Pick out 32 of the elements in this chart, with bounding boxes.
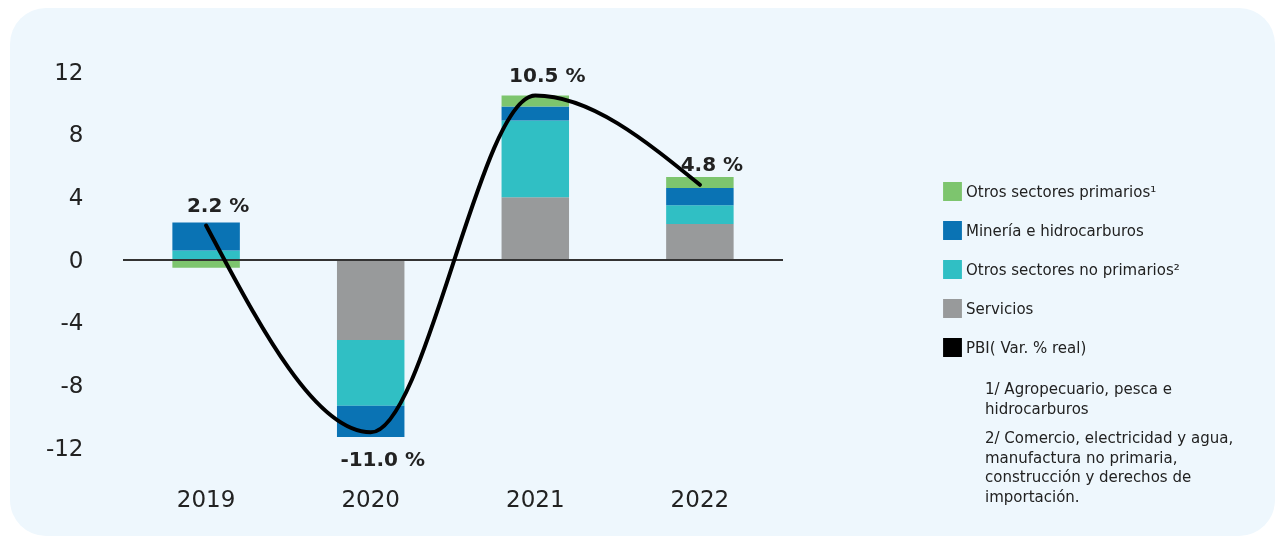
- data-label: 2.2 %: [186, 192, 250, 217]
- legend-label: PBI( Var. % real): [966, 338, 1087, 357]
- legend-label: Minería e hidrocarburos: [966, 221, 1144, 240]
- x-tick-label: 2021: [506, 485, 565, 512]
- bar: [336, 260, 405, 340]
- legend-label: Servicios: [966, 299, 1034, 318]
- y-tick-label: 0: [68, 246, 84, 273]
- y-tick-label: 8: [68, 121, 84, 148]
- x-tick-label: 2020: [341, 485, 400, 512]
- bar: [501, 106, 570, 121]
- bar: [666, 223, 734, 260]
- x-tick-label: 2022: [670, 485, 730, 512]
- bar: [666, 187, 734, 206]
- bar: [501, 197, 570, 260]
- legend-label: Otros sectores primarios¹: [966, 182, 1157, 201]
- text: 1/ Agropecuario, pesca e hidrocarburos: [985, 380, 1173, 419]
- y-tick-label: -4: [60, 309, 84, 336]
- data-label: -11.0 %: [340, 447, 426, 472]
- bar: [666, 205, 734, 224]
- y-tick-label: -8: [60, 371, 84, 398]
- y-tick-label: 4: [68, 183, 84, 210]
- bar: [172, 222, 240, 251]
- bar: [666, 176, 734, 188]
- x-tick-label: 2019: [176, 485, 236, 512]
- legend-label: Otros sectores no primarios²: [966, 260, 1180, 279]
- y-tick-label: 12: [54, 58, 84, 85]
- bar: [501, 120, 570, 198]
- bar: [336, 339, 405, 406]
- data-label: 4.8 %: [680, 151, 744, 176]
- y-tick-label: -12: [45, 434, 84, 461]
- text: 2/ Comercio, electricidad y agua, manufactura no primaria, construcción y derechos de importación.: [985, 429, 1235, 507]
- data-label: 10.5 %: [509, 62, 586, 87]
